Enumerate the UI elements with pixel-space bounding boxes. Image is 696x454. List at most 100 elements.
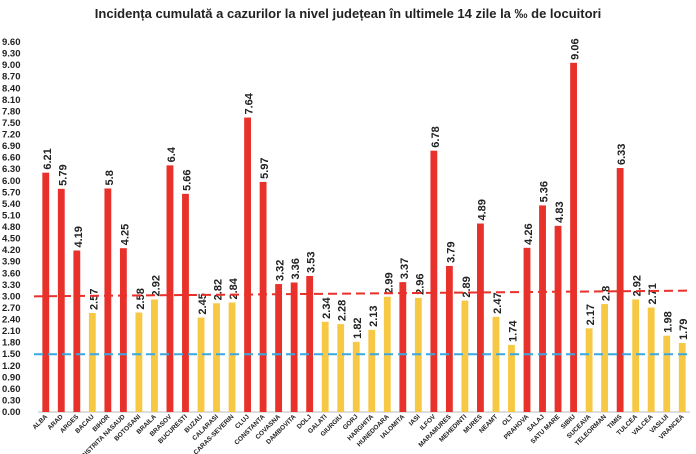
data-label: 2.99 [383,272,395,293]
data-label: 5.66 [181,169,193,190]
bar [290,282,298,412]
bar [244,117,251,413]
y-tick-label: 9.00 [2,60,21,71]
data-label: 3.53 [306,252,318,273]
y-tick-label: 7.20 [2,130,21,141]
data-label: 2.34 [321,297,333,319]
data-label: 4.25 [119,224,131,245]
y-tick-label: 0.90 [2,372,21,383]
data-label: 2.45 [197,293,209,314]
data-label: 4.26 [523,223,535,244]
y-tick-label: 8.40 [2,83,21,94]
y-tick-label: 7.50 [2,118,21,129]
bar [601,304,609,412]
y-tick-label: 3.90 [2,257,21,268]
bar [337,324,345,412]
bar [477,223,484,412]
data-label: 5.97 [259,157,271,178]
bar [663,335,671,412]
bar [73,250,81,412]
bar [228,302,236,412]
y-tick-label: 1.50 [2,349,21,360]
y-tick-label: 9.60 [2,37,21,48]
data-label: 2.92 [632,275,644,296]
bar [554,225,562,412]
data-label: 4.89 [476,199,488,220]
y-tick-label: 4.80 [2,222,21,233]
y-tick-label: 6.00 [2,176,21,187]
data-label: 2.13 [368,305,380,326]
y-tick-label: 4.20 [2,245,21,256]
data-label: 6.78 [430,126,442,147]
data-label: 2.17 [585,304,597,325]
y-tick-label: 6.60 [2,153,21,164]
data-label: 1.82 [352,317,364,338]
bar [461,300,469,412]
y-tick-label: 3.00 [2,291,21,302]
bar [368,329,376,412]
y-tick-label: 3.60 [2,268,21,279]
data-label: 2.71 [647,283,659,304]
bar [678,343,686,412]
bar [492,316,500,412]
y-tick-label: 3.30 [2,280,21,291]
bar [88,312,96,412]
data-label: 3.32 [275,260,287,281]
data-label: 1.79 [678,319,690,340]
bar [445,265,453,412]
y-tick-label: 8.70 [2,72,21,83]
data-label: 4.19 [73,226,85,247]
bar [275,284,283,412]
data-label: 2.57 [88,289,100,310]
data-label: 2.84 [228,277,240,299]
bar [182,193,189,412]
data-label: 1.98 [663,311,675,332]
bar [166,165,174,412]
y-tick-label: 5.70 [2,187,21,198]
data-label: 2.82 [213,279,225,300]
bar [42,172,50,412]
data-label: 2.92 [150,275,162,296]
bar [306,275,314,412]
data-label: 7.64 [244,92,256,114]
bar [57,188,65,412]
y-tick-label: 4.50 [2,234,21,245]
bar [539,205,546,412]
data-label: 3.36 [290,258,302,279]
data-label: 2.8 [601,286,613,301]
data-label: 2.96 [414,273,426,294]
data-label: 1.74 [507,320,519,342]
bar [119,248,127,412]
y-tick-label: 2.70 [2,303,21,314]
data-label: 4.83 [554,201,566,222]
data-label: 5.36 [539,181,551,202]
data-label: 6.21 [42,148,54,169]
bar [430,150,438,412]
x-tick-label: ALBA [31,413,49,431]
bar [151,299,158,412]
bar [632,299,640,412]
data-label: 6.33 [616,144,628,165]
bar [508,344,515,412]
data-label: 2.89 [461,276,473,297]
data-label: 3.79 [445,242,457,263]
bar [616,168,624,412]
bar [135,312,143,412]
data-label: 6.4 [166,146,178,162]
y-tick-label: 1.20 [2,361,21,372]
red-reference-line [33,289,691,298]
bar [352,341,360,412]
bar [104,188,112,412]
data-label: 2.47 [492,292,504,313]
y-tick-label: 6.30 [2,164,21,175]
y-tick-label: 8.10 [2,95,21,106]
bar [570,62,577,412]
y-tick-label: 7.80 [2,106,21,117]
bar [321,321,329,412]
bar [399,282,407,412]
y-tick-label: 6.90 [2,141,21,152]
y-tick-label: 5.40 [2,199,21,210]
bar [197,317,205,412]
bar [259,181,267,412]
